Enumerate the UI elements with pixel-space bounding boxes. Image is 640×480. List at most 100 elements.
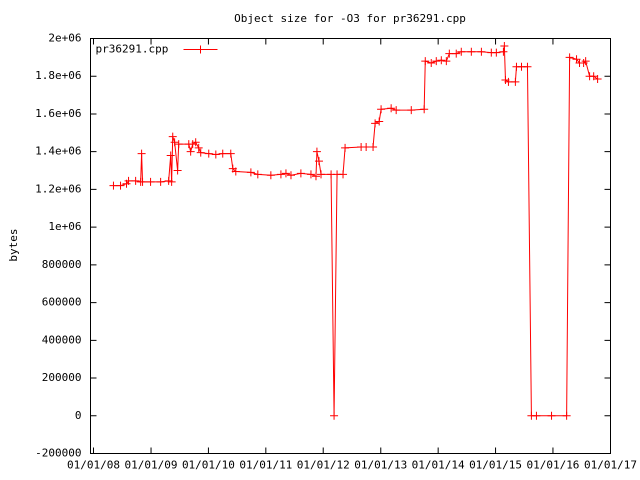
- y-tick-label: 400000: [42, 333, 82, 346]
- legend-swatch: [183, 45, 218, 54]
- point: [387, 104, 396, 113]
- point: [392, 106, 401, 115]
- point: [311, 172, 320, 181]
- y-tick-label: 200000: [42, 371, 82, 384]
- point: [579, 59, 588, 68]
- point: [421, 57, 430, 66]
- point: [442, 57, 451, 66]
- point: [339, 170, 348, 179]
- point: [137, 149, 146, 158]
- point: [286, 171, 295, 180]
- point: [432, 57, 441, 66]
- point: [407, 106, 416, 115]
- y-tick-label: 0: [75, 409, 82, 422]
- x-tick-label: 01/01/08: [67, 459, 120, 472]
- x-tick-label: 01/01/16: [526, 459, 579, 472]
- y-tick-label: 1.4e+06: [35, 145, 81, 158]
- point: [166, 151, 175, 160]
- plot-frame: [90, 38, 611, 454]
- point: [581, 57, 590, 66]
- x-tick-label: 01/01/10: [182, 459, 235, 472]
- point: [523, 62, 532, 71]
- point: [420, 105, 429, 114]
- x-tick-label: 01/01/09: [125, 459, 178, 472]
- point: [477, 47, 486, 56]
- point: [452, 49, 461, 58]
- y-tick-label: 1.8e+06: [35, 69, 81, 82]
- point: [593, 75, 602, 84]
- x-tick-label: 01/01/17: [584, 459, 637, 472]
- point: [467, 47, 476, 56]
- legend-label: pr36291.cpp: [96, 43, 169, 56]
- point: [375, 117, 384, 126]
- point: [511, 77, 520, 86]
- y-tick-label: 600000: [42, 296, 82, 309]
- point: [565, 53, 574, 62]
- point: [276, 170, 285, 179]
- point: [231, 167, 240, 176]
- point: [194, 143, 203, 152]
- point: [116, 181, 125, 190]
- y-tick-label: 1e+06: [48, 220, 81, 233]
- point: [109, 181, 118, 190]
- point: [371, 119, 380, 128]
- x-tick-label: 01/01/14: [412, 459, 465, 472]
- point: [138, 177, 147, 186]
- point: [445, 49, 454, 58]
- point: [218, 149, 227, 158]
- point: [246, 168, 255, 177]
- x-tick-label: 01/01/11: [239, 459, 292, 472]
- point: [211, 150, 220, 159]
- point: [330, 411, 339, 420]
- point: [226, 149, 235, 158]
- point: [532, 411, 541, 420]
- point: [492, 48, 501, 57]
- point: [173, 166, 182, 175]
- point: [281, 169, 290, 178]
- y-axis-label: bytes: [7, 228, 20, 261]
- x-tick-label: 01/01/13: [354, 459, 407, 472]
- y-tick-label: 1.2e+06: [35, 182, 81, 195]
- point: [547, 411, 556, 420]
- y-tick-label: 2e+06: [48, 32, 81, 45]
- point: [427, 59, 436, 68]
- point: [131, 176, 140, 185]
- point: [174, 140, 183, 149]
- point: [369, 142, 378, 151]
- point: [504, 77, 513, 86]
- x-tick-label: 01/01/15: [469, 459, 522, 472]
- point: [457, 47, 466, 56]
- point: [146, 177, 155, 186]
- y-tick-label: 800000: [42, 258, 82, 271]
- point: [296, 169, 305, 178]
- point: [362, 142, 371, 151]
- point: [196, 148, 205, 157]
- y-tick-label: -200000: [35, 447, 81, 460]
- x-tick-label: 01/01/12: [297, 459, 350, 472]
- point: [562, 411, 571, 420]
- point: [314, 157, 323, 166]
- point: [170, 138, 179, 147]
- point: [253, 170, 262, 179]
- point: [168, 132, 177, 141]
- point: [500, 42, 509, 51]
- chart-title: Object size for -O3 for pr36291.cpp: [234, 12, 466, 25]
- point: [312, 147, 321, 156]
- y-tick-label: 1.6e+06: [35, 107, 81, 120]
- point: [204, 149, 213, 158]
- point: [437, 56, 446, 65]
- point: [156, 177, 165, 186]
- point: [186, 147, 195, 156]
- point: [377, 105, 386, 114]
- point: [167, 177, 176, 186]
- point: [266, 171, 275, 180]
- point: [341, 143, 350, 152]
- point: [124, 176, 133, 185]
- point: [317, 170, 326, 179]
- point: [191, 138, 200, 147]
- point: [306, 170, 315, 179]
- point: [499, 47, 508, 56]
